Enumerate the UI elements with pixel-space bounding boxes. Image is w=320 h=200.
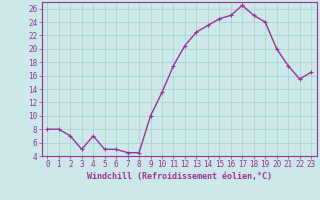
X-axis label: Windchill (Refroidissement éolien,°C): Windchill (Refroidissement éolien,°C) (87, 172, 272, 181)
